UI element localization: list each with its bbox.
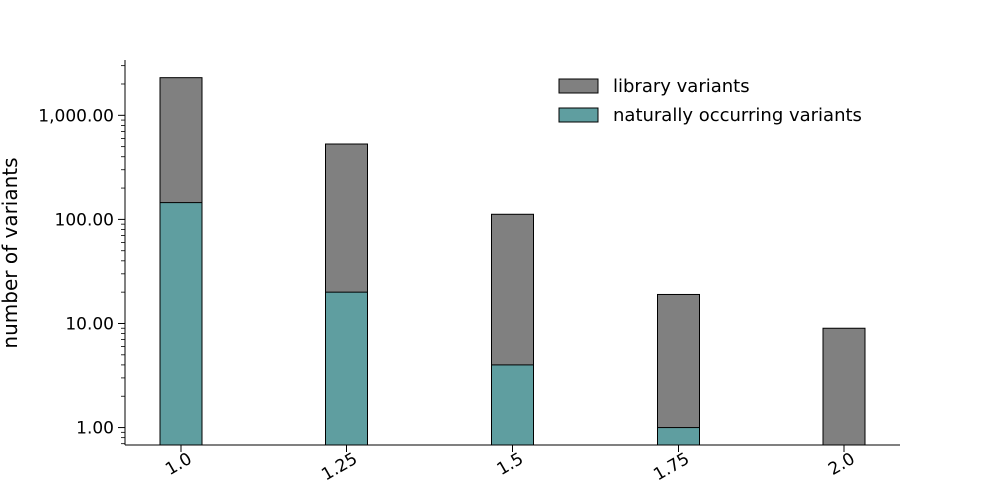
- x-tick-label: 1.75: [650, 449, 693, 485]
- bar-library-3: [657, 293, 700, 446]
- bar-natural-1: [325, 291, 368, 446]
- y-tick-label: 1,000.00: [38, 106, 114, 126]
- legend-label-library: library variants: [613, 76, 750, 97]
- y-tick-label: 10.00: [65, 314, 114, 334]
- bar-library-4: [822, 327, 866, 446]
- x-tick-label: 1.25: [318, 449, 361, 485]
- x-ticks-group: 1.0 1.25 1.5 1.75 2.0: [162, 445, 859, 485]
- bar-natural-0: [159, 202, 203, 446]
- x-tick-label: 1.0: [162, 449, 195, 480]
- legend-label-natural: naturally occurring variants: [613, 105, 862, 126]
- y-tick-label: 100.00: [55, 210, 114, 230]
- x-tick-label: 2.0: [825, 449, 858, 480]
- y-ticks-group: 1.00 10.00 100.00 1,000.00: [38, 65, 125, 445]
- legend: library variants naturally occurring var…: [558, 76, 862, 126]
- bar-natural-3: [657, 427, 700, 446]
- y-tick-label: 1.00: [76, 419, 114, 439]
- y-axis-title: number of variants: [0, 157, 22, 348]
- legend-swatch-natural: [558, 107, 599, 123]
- legend-swatch-library: [558, 78, 599, 94]
- x-tick-label: 1.5: [494, 449, 527, 480]
- bar-natural-2: [491, 364, 534, 446]
- bars-group: [159, 77, 866, 446]
